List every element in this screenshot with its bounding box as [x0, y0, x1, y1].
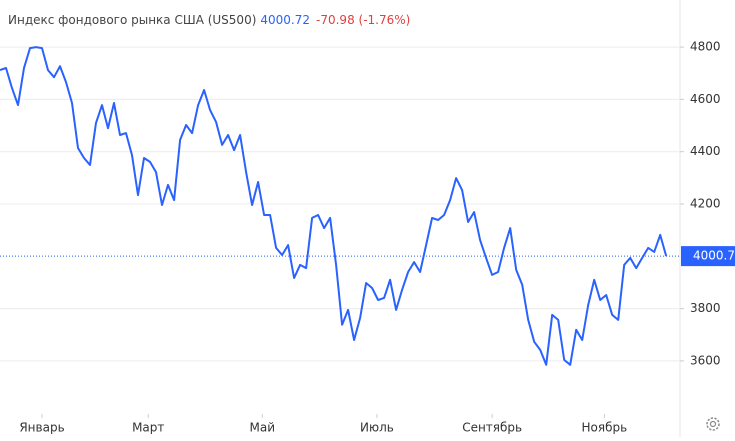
y-tick-label: 4200: [690, 197, 721, 211]
y-tick-label: 3600: [690, 353, 721, 367]
price: 4000.72: [260, 13, 310, 27]
x-tick-label: Март: [132, 421, 164, 435]
last-price-box: [681, 246, 735, 267]
title: Индекс фондового рынка США (US500): [8, 13, 256, 27]
gear-outer[interactable]: [706, 417, 720, 431]
y-tick-label: 4800: [690, 40, 721, 54]
price-line: [0, 46, 668, 366]
y-tick-label: 4400: [690, 144, 721, 158]
last-price-label: 4000.7: [693, 249, 735, 263]
y-tick-label: 3800: [690, 301, 721, 315]
chart-title: Индекс фондового рынка США (US500) 4000.7…: [8, 13, 410, 27]
settings-icon[interactable]: [706, 417, 720, 431]
x-tick-label: Июль: [360, 421, 394, 435]
x-tick-label: Май: [250, 421, 276, 435]
x-tick-label: Январь: [19, 421, 64, 435]
gear-inner[interactable]: [709, 420, 717, 428]
change: -70.98 (-1.76%): [316, 13, 410, 27]
x-tick-label: Ноябрь: [582, 421, 628, 435]
y-tick-label: 4600: [690, 92, 721, 106]
x-tick-label: Сентябрь: [462, 421, 522, 435]
